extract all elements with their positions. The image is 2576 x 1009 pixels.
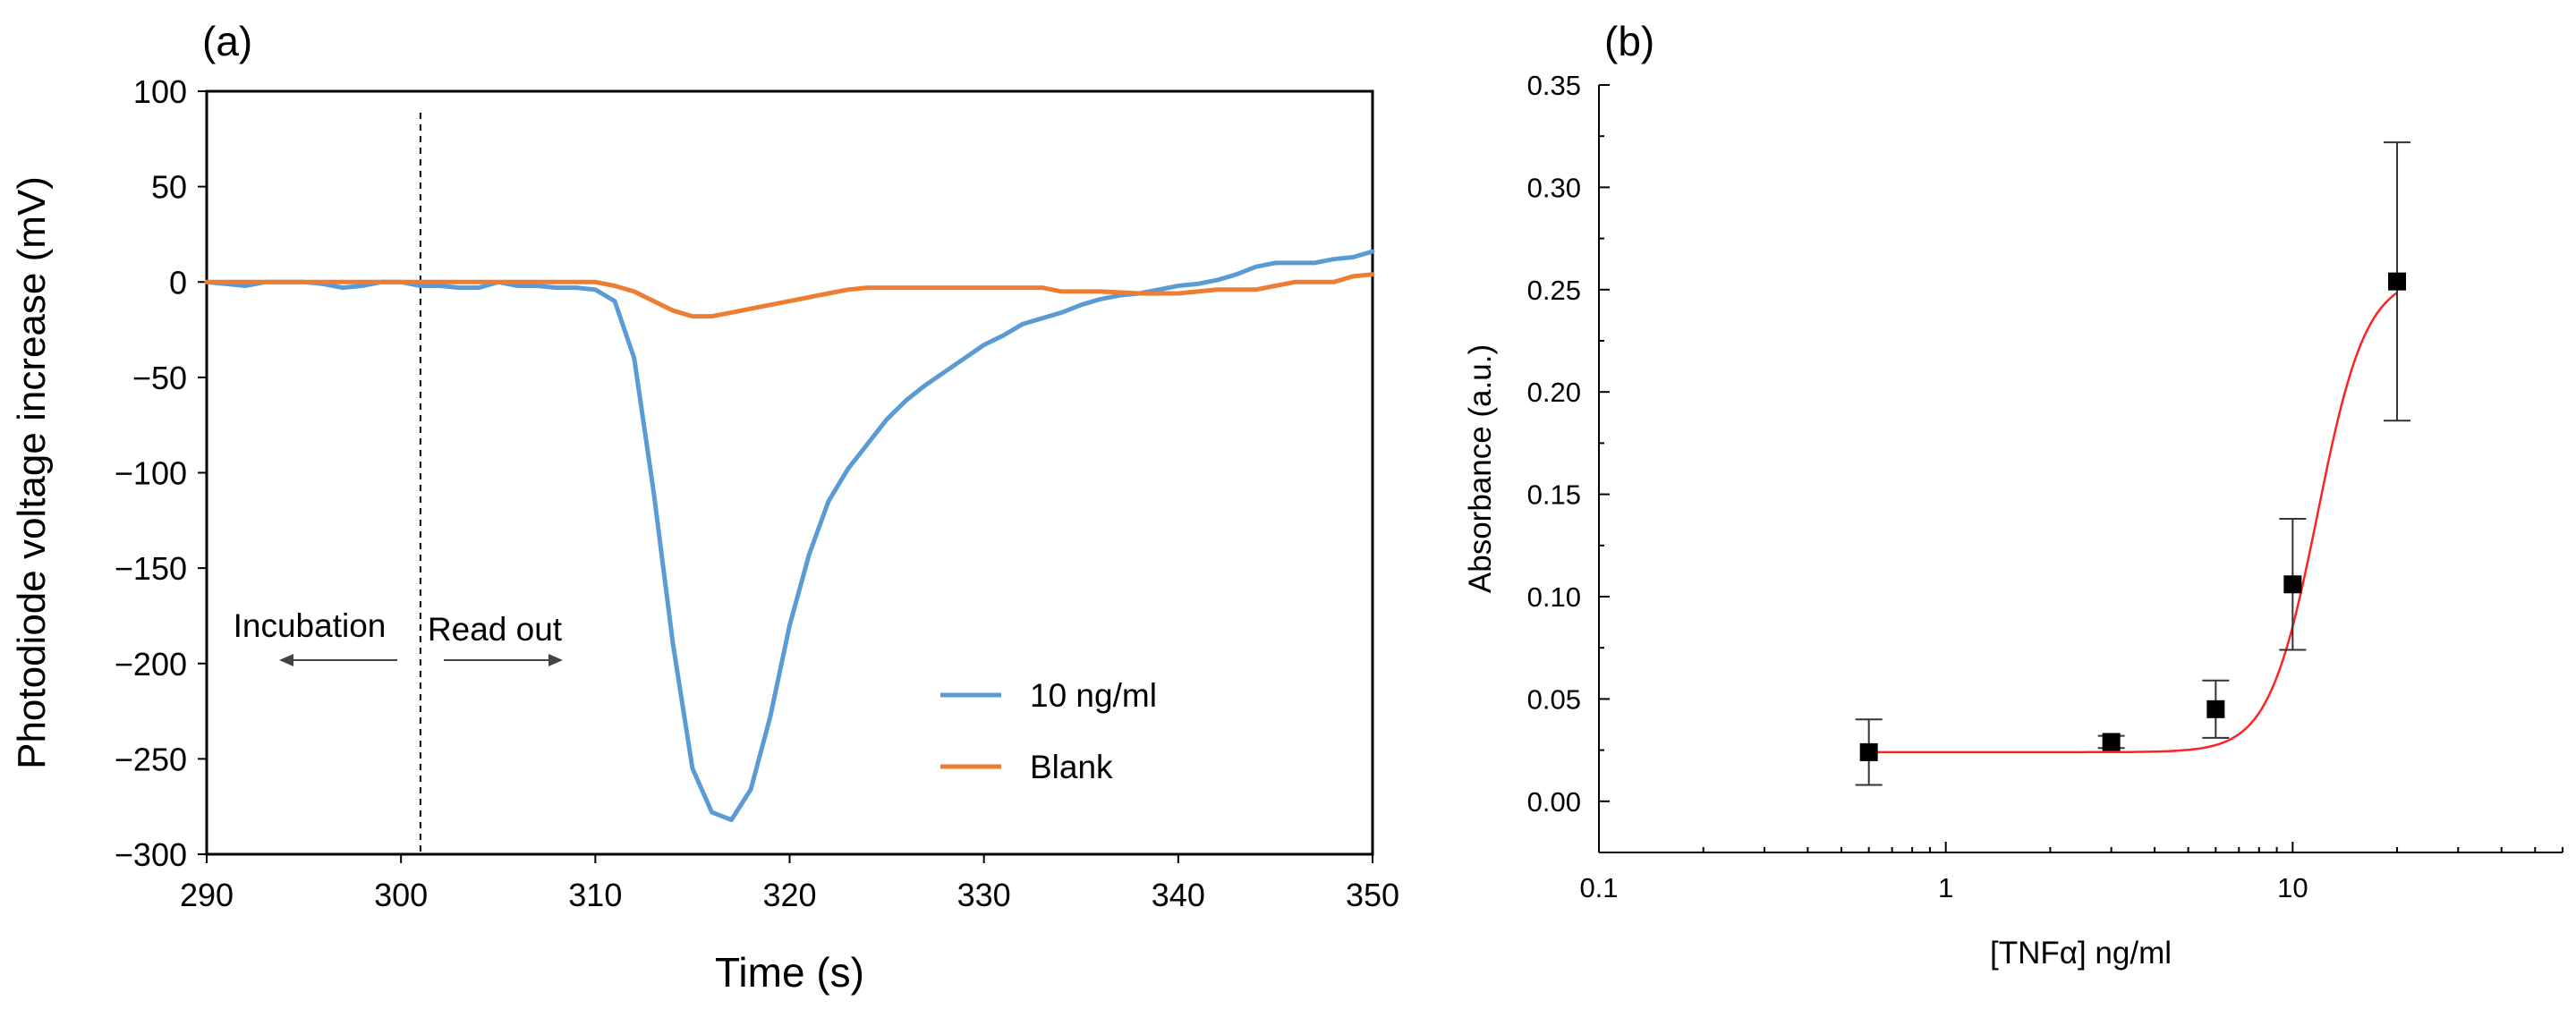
- data-point: [1859, 742, 1878, 761]
- data-point: [2283, 575, 2302, 594]
- y-tick-label: −200: [115, 646, 187, 683]
- x-tick-label: 350: [1346, 877, 1399, 913]
- y-tick-label: −150: [115, 550, 187, 587]
- fit-curve: [1868, 292, 2398, 754]
- x-tick-label: 340: [1152, 877, 1205, 913]
- y-tick-label: 0.15: [1527, 479, 1581, 511]
- panel-label-b: (b): [1604, 18, 1654, 64]
- y-axis-title: Photodiode voltage increase (mV): [10, 176, 54, 769]
- y-tick-label: 0: [169, 264, 187, 301]
- chart-b: 0.00 0.05 0.10 0.15 0.20 0.25 0.30 0.35 0.1 1 10 [T…: [1463, 18, 2563, 971]
- y-tick-label: 0.30: [1527, 172, 1581, 203]
- y-tick-label: 100: [133, 73, 187, 110]
- x-tick-label: 290: [180, 877, 234, 913]
- data-point: [2102, 733, 2121, 751]
- series-line-sample: [204, 249, 1375, 823]
- y-axis-title: Absorbance (a.u.): [1463, 344, 1498, 593]
- x-tick-label: 320: [762, 877, 816, 913]
- y-tick-label: 0.00: [1527, 786, 1581, 818]
- y-tick-label: 50: [151, 169, 187, 206]
- readout-label: Read out: [428, 611, 563, 648]
- x-axis-title: Time (s): [715, 949, 864, 996]
- series-line-blank: [204, 272, 1375, 319]
- legend-label-blank: Blank: [1030, 749, 1113, 785]
- incubation-arrowhead: [279, 654, 293, 666]
- data-point: [2206, 700, 2225, 718]
- y-tick-label: 0.10: [1527, 581, 1581, 613]
- x-tick-label: 1: [1938, 872, 1953, 903]
- y-tick-label: −300: [115, 836, 187, 873]
- y-tick-label: −50: [132, 360, 187, 396]
- incubation-label: Incubation: [234, 607, 387, 644]
- x-tick-label: 0.1: [1579, 872, 1618, 903]
- data-point: [2388, 272, 2407, 291]
- x-tick-label: 330: [957, 877, 1011, 913]
- x-axis-title: [TNFα] ng/ml: [1990, 936, 2172, 971]
- readout-arrowhead: [548, 654, 563, 666]
- y-tick-label: 0.05: [1527, 683, 1581, 715]
- y-tick-label: −100: [115, 455, 187, 492]
- panel-label-a: (a): [202, 18, 252, 64]
- y-tick-label: 0.25: [1527, 275, 1581, 306]
- x-tick-label: 300: [374, 877, 428, 913]
- legend-label-sample: 10 ng/ml: [1030, 677, 1157, 714]
- chart-a: 290 300 310 320 330 340 350 100 50 0 −50 −100 −150 −2…: [10, 18, 1399, 996]
- y-tick-label: −250: [115, 741, 187, 777]
- plot-area-frame: [205, 89, 1374, 856]
- x-tick-label: 310: [568, 877, 622, 913]
- y-tick-label: 0.35: [1527, 70, 1581, 101]
- x-tick-label: 10: [2277, 872, 2308, 903]
- y-tick-label: 0.20: [1527, 377, 1581, 408]
